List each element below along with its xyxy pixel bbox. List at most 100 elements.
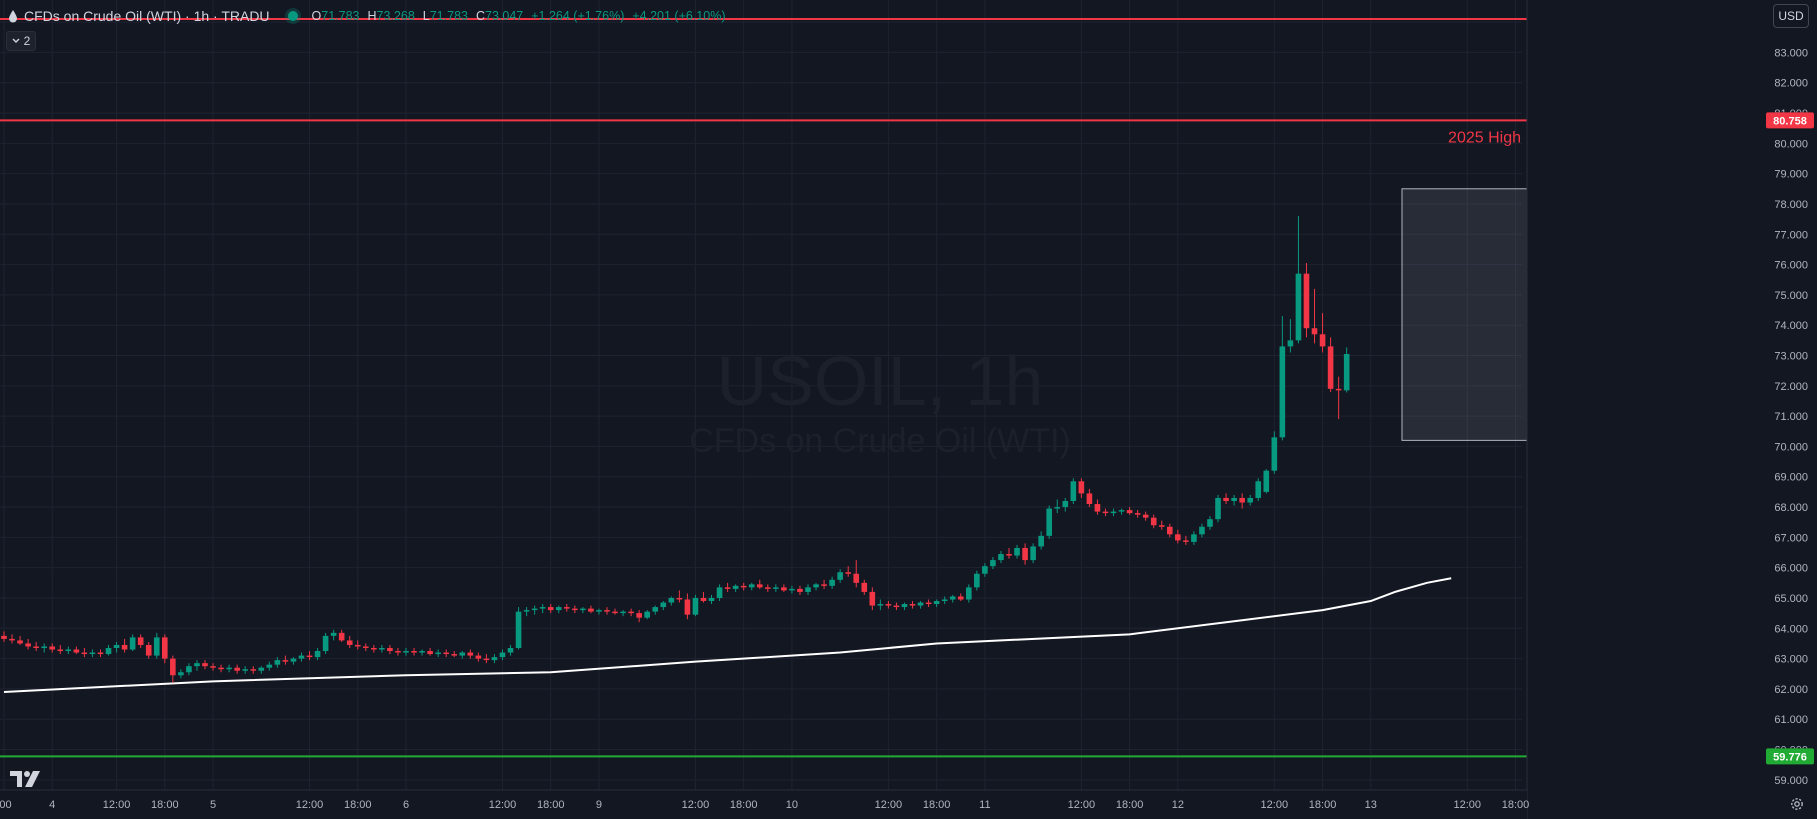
watermark-symbol: USOIL, 1h — [717, 342, 1044, 420]
high-value: 73.268 — [376, 9, 415, 23]
candle — [178, 669, 184, 679]
candle — [644, 610, 650, 620]
candle-body — [210, 666, 216, 668]
candle-body — [1142, 514, 1149, 518]
candle — [1343, 347, 1350, 393]
candle-body — [371, 647, 377, 650]
candle — [885, 601, 892, 609]
candle — [1110, 508, 1117, 517]
candle — [1311, 288, 1318, 344]
candle-body — [105, 647, 112, 655]
candle — [515, 607, 522, 650]
price-label-box — [1766, 112, 1814, 129]
candle-body — [483, 658, 490, 661]
candle-body — [274, 660, 281, 665]
candle — [419, 649, 425, 656]
candle-body — [129, 637, 136, 650]
candle — [531, 605, 538, 615]
candle — [491, 654, 498, 664]
candle-body — [57, 649, 64, 652]
price-tick-label: 64.000 — [1774, 623, 1808, 635]
candle-body — [1207, 519, 1213, 527]
candle-body — [1255, 481, 1262, 498]
candle-body — [1303, 273, 1310, 329]
price-tick-label: 63.000 — [1774, 654, 1808, 666]
candle-body — [547, 607, 554, 611]
candle — [909, 601, 916, 609]
price-tick-label: 61.000 — [1774, 714, 1808, 726]
candle-body — [1343, 353, 1350, 391]
candle — [805, 584, 811, 595]
candle — [1167, 523, 1173, 538]
candle — [81, 647, 88, 658]
currency-button[interactable]: USD — [1773, 4, 1809, 28]
candle-body — [346, 640, 353, 645]
price-axis[interactable]: 59.00060.00061.00062.00063.00064.00065.0… — [1526, 0, 1817, 819]
candle — [371, 644, 377, 653]
candle — [949, 594, 956, 603]
gear-icon[interactable] — [1789, 796, 1805, 812]
candle-body — [338, 632, 345, 641]
candle — [298, 652, 305, 662]
candle — [459, 651, 466, 659]
candle — [813, 582, 819, 591]
price-tick-label: 66.000 — [1774, 563, 1808, 575]
time-tick-label: 12:00 — [682, 799, 710, 811]
candle — [186, 663, 192, 676]
candle-body — [1183, 540, 1189, 542]
candle-body — [1102, 511, 1109, 514]
candle-body — [49, 646, 56, 650]
candle — [57, 644, 64, 655]
candle — [1086, 488, 1093, 508]
time-tick-label: 18:00 — [923, 799, 951, 811]
price-tick-label: 83.000 — [1774, 47, 1808, 59]
candle — [917, 601, 924, 609]
highlight-rectangle[interactable] — [1401, 188, 1537, 441]
tradingview-logo-icon[interactable] — [8, 768, 44, 790]
candle — [604, 607, 610, 615]
candle — [483, 654, 490, 664]
candle — [1183, 535, 1189, 545]
symbol-title[interactable]: CFDs on Crude Oil (WTI) · 1h · TRADU — [24, 8, 270, 24]
time-tick-label: 9 — [596, 799, 602, 811]
candle-body — [652, 607, 659, 612]
candle-body — [555, 607, 562, 611]
candle — [266, 661, 273, 671]
candle — [966, 584, 972, 603]
candle-body — [949, 596, 956, 600]
candle — [628, 608, 634, 617]
candle — [676, 590, 683, 603]
candle — [1030, 543, 1036, 564]
candle — [990, 557, 996, 570]
candle — [17, 635, 23, 645]
candle-body — [1094, 504, 1101, 512]
candle — [210, 663, 216, 671]
candle-body — [467, 652, 474, 656]
candle — [9, 634, 15, 644]
price-tick-label: 70.000 — [1774, 441, 1808, 453]
indicators-collapse-button[interactable]: 2 — [6, 31, 36, 51]
candle-body — [998, 554, 1004, 561]
candle-body — [89, 652, 96, 655]
symbol-legend[interactable]: CFDs on Crude Oil (WTI) · 1h · TRADU O71… — [8, 6, 725, 26]
candle — [89, 649, 96, 658]
candle-body — [298, 655, 305, 659]
candle — [1271, 431, 1278, 474]
price-tick-label: 74.000 — [1774, 320, 1808, 332]
candle-body — [170, 658, 176, 676]
candle — [998, 551, 1004, 564]
price-tick-label: 80.000 — [1774, 138, 1808, 150]
candle — [1175, 529, 1181, 544]
candle — [523, 607, 530, 617]
candle — [1239, 493, 1245, 509]
price-tick-label: 82.000 — [1774, 78, 1808, 90]
time-axis[interactable]: :00 4 12:00 18:00 5 12:00 18:00 6 12:00 18:00 9 12:… — [0, 789, 1529, 819]
candle-body — [716, 587, 723, 598]
candle-body — [186, 666, 192, 673]
price-tick-label: 76.000 — [1774, 260, 1808, 272]
candle-body — [724, 587, 731, 589]
candle — [282, 655, 289, 665]
candle — [306, 651, 313, 661]
candle — [49, 643, 56, 653]
